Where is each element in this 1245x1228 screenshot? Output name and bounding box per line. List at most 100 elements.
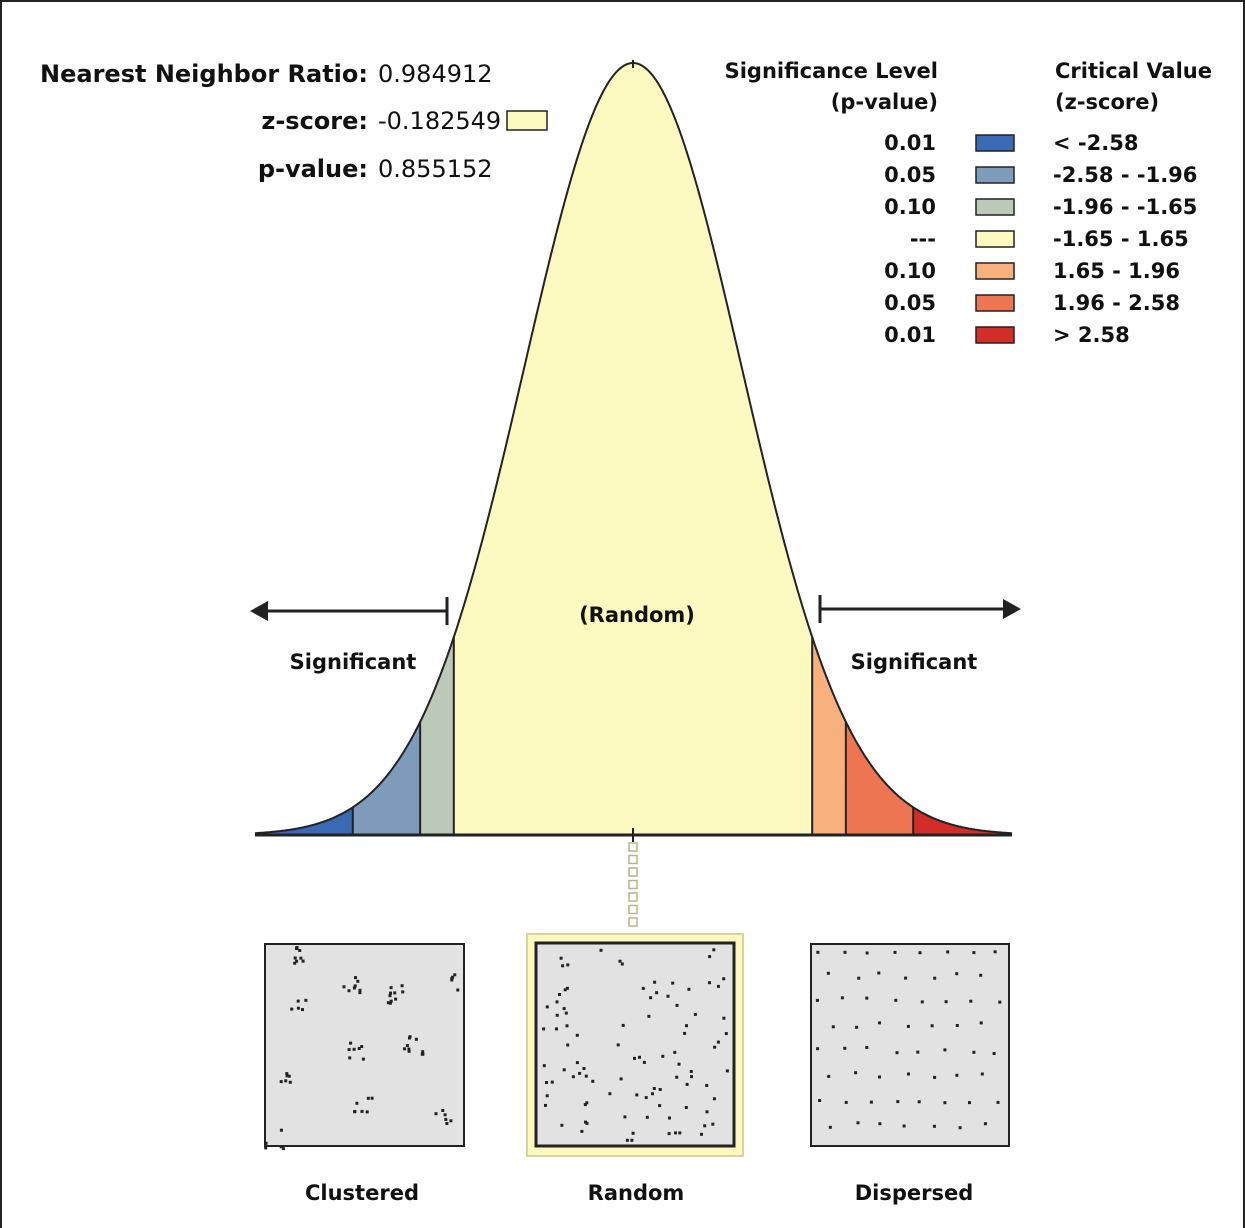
dispersed-points [815,950,1002,1130]
point [566,1043,570,1047]
point [856,1121,860,1125]
point [585,1121,589,1125]
point [348,1056,352,1060]
connector-dot [628,842,638,852]
point [564,1011,568,1015]
point [855,1025,859,1029]
point [571,1075,575,1079]
point [354,976,357,980]
random-label: Random [588,1181,685,1205]
point [352,986,356,990]
significant-right-label: Significant [851,650,978,674]
legend-rows: 0.01 < -2.58 0.05 -2.58 - -1.96 0.10 -1.96 - … [884,131,1197,347]
point [625,1138,629,1142]
point [644,1096,648,1100]
point [555,1027,558,1031]
point [565,986,569,990]
legend-p-value: 0.10 [884,195,936,219]
clustered-panel [264,943,465,1147]
point [652,1087,656,1090]
point [685,1024,688,1028]
point [542,1064,546,1068]
legend-swatch [975,198,1015,216]
point [671,981,675,985]
point [342,985,346,989]
point [992,1052,996,1055]
point [619,1077,623,1081]
curve-regions [255,63,1012,835]
point [998,1000,1002,1004]
bell-curve [254,60,1013,842]
point [865,1046,869,1049]
point [353,984,357,988]
curve-region-5 [846,722,913,835]
point [352,1047,356,1051]
point [865,951,869,955]
point [356,979,360,983]
point [631,1131,635,1135]
dotted-connector [628,842,638,927]
point [674,1131,677,1135]
point [894,998,898,1002]
point [955,1024,959,1027]
point [661,1054,665,1058]
point [545,1081,548,1084]
point [451,975,455,979]
point [414,1037,418,1041]
point [713,1045,717,1049]
legend-crit-header: Critical Value [1055,59,1212,83]
point [582,1067,586,1070]
left-significance-arrow [250,597,449,625]
legend-swatch [975,262,1015,280]
legend-p-value: 0.01 [884,131,936,155]
point [545,1094,549,1098]
point [683,1031,687,1035]
point [689,1070,693,1073]
right-significance-arrow [818,595,1021,623]
point [716,1040,720,1044]
point [677,1062,681,1066]
p-value-value: 0.855152 [378,155,493,183]
point [304,998,308,1002]
point [685,1082,689,1086]
point [649,996,653,1000]
point [916,1050,920,1054]
legend-z-range: 1.96 - 2.58 [1053,291,1180,315]
point [444,1118,448,1121]
point [405,1044,409,1048]
point [630,1138,634,1142]
point [360,1109,364,1113]
nnr-value: 0.984912 [378,60,493,88]
point [301,1008,304,1012]
point [693,1012,697,1016]
point [618,959,622,963]
point [403,1047,406,1051]
point [550,1080,554,1084]
point [264,1141,268,1145]
curve-region-4 [812,636,846,835]
point [944,1000,948,1004]
point [972,1050,976,1054]
point [917,1100,921,1104]
point [658,1104,662,1108]
point [281,1147,285,1151]
random-panel [534,941,736,1148]
point [972,951,976,955]
point [358,991,362,995]
point [420,1052,424,1056]
point [450,978,454,982]
point [290,1007,294,1011]
point [347,1048,351,1052]
point [407,1047,411,1051]
point [349,1041,353,1045]
legend-sig-subheader: (p-value) [831,90,938,114]
point [365,1110,369,1114]
point [623,1115,627,1119]
legend: Significance Level (p-value) Critical Va… [725,59,1212,347]
point [559,956,563,960]
legend-sig-header: Significance Level [725,59,938,83]
point [831,1025,835,1029]
point [388,994,392,998]
point [642,1060,646,1064]
